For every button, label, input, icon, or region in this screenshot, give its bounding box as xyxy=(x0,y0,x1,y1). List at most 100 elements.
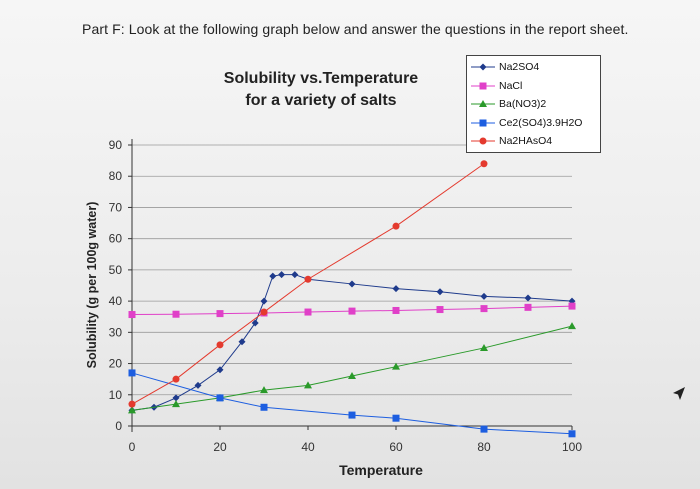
data-point xyxy=(348,307,356,315)
y-tick-label: 50 xyxy=(109,263,123,277)
data-point xyxy=(128,311,136,319)
y-tick-label: 70 xyxy=(109,200,123,214)
data-point xyxy=(480,343,488,351)
data-point xyxy=(480,292,488,300)
legend-item: Na2SO4 xyxy=(471,59,539,75)
series-0 xyxy=(128,271,576,414)
data-point xyxy=(436,306,444,314)
x-tick-label: 20 xyxy=(213,440,227,454)
data-point xyxy=(479,82,487,89)
chart-title: Solubility vs.Temperature for a variety … xyxy=(196,68,446,112)
chart-legend: Na2SO4 NaCl Ba(NO3)2 Ce2(SO4)3.9H2O Na2HAsO4 xyxy=(466,55,601,153)
data-point xyxy=(269,272,277,280)
axes xyxy=(131,139,572,432)
y-axis-label: Solubility (g per 100g water) xyxy=(85,202,99,369)
data-point xyxy=(304,381,312,389)
data-point xyxy=(568,302,576,310)
series-group xyxy=(128,160,576,438)
instruction-heading: Part F: Look at the following graph belo… xyxy=(82,21,629,37)
series-2 xyxy=(128,322,576,414)
legend-item: NaCl xyxy=(471,78,522,94)
chart-title-line2: for a variety of salts xyxy=(245,92,397,109)
y-tick-label: 20 xyxy=(109,357,123,371)
data-point xyxy=(479,100,487,107)
legend-swatch xyxy=(471,63,495,71)
data-point xyxy=(260,386,268,394)
data-point xyxy=(216,394,224,402)
data-point xyxy=(304,308,312,316)
data-point xyxy=(128,369,136,377)
data-point xyxy=(392,306,400,314)
series-4 xyxy=(128,160,488,408)
y-tick-label: 0 xyxy=(115,419,122,433)
data-point xyxy=(392,222,400,230)
series-1 xyxy=(128,302,576,319)
y-tick-label: 10 xyxy=(109,388,123,402)
y-tick-label: 40 xyxy=(109,294,123,308)
data-point xyxy=(436,288,444,296)
data-point xyxy=(479,63,487,71)
data-point xyxy=(278,271,286,279)
legend-label: NaCl xyxy=(499,79,523,92)
data-point xyxy=(480,305,488,313)
series-line xyxy=(131,163,485,405)
data-point xyxy=(128,406,136,414)
x-tick-label: 100 xyxy=(562,440,582,454)
data-point xyxy=(251,319,259,327)
data-point xyxy=(524,303,532,311)
data-point xyxy=(216,310,224,318)
x-tick-label: 40 xyxy=(301,440,315,454)
legend-label: Ce2(SO4)3.9H2O xyxy=(499,116,583,129)
data-point xyxy=(291,271,299,279)
legend-item: Na2HAsO4 xyxy=(471,133,552,149)
data-point xyxy=(172,400,180,408)
tick-labels: 0 10 20 30 40 50 60 70 80 90 0 20 40 60 80 100 xyxy=(109,138,583,454)
data-point xyxy=(172,394,180,402)
legend-label: Na2SO4 xyxy=(499,61,540,73)
data-point xyxy=(172,310,180,318)
series-line xyxy=(131,274,573,411)
legend-label: Ba(NO3)2 xyxy=(499,98,547,110)
data-point xyxy=(479,119,487,126)
legend-swatch xyxy=(471,137,495,145)
data-point xyxy=(216,341,224,349)
data-point xyxy=(260,308,268,316)
x-axis-label: Temperature xyxy=(339,462,423,478)
data-point xyxy=(194,381,202,389)
data-point xyxy=(568,322,576,330)
data-point xyxy=(392,414,400,422)
legend-swatch xyxy=(471,119,495,126)
legend-swatch xyxy=(471,100,495,107)
data-point xyxy=(480,160,488,168)
legend-label: Na2HAsO4 xyxy=(499,135,553,147)
data-point xyxy=(216,366,224,374)
data-point xyxy=(238,338,246,346)
mouse-cursor-icon xyxy=(673,387,685,400)
legend-item: Ce2(SO4)3.9H2O xyxy=(471,115,582,131)
chart-title-line1: Solubility vs.Temperature xyxy=(223,70,419,87)
data-point xyxy=(348,372,356,380)
y-tick-label: 90 xyxy=(109,138,123,152)
y-tick-label: 30 xyxy=(109,325,123,339)
y-tick-label: 60 xyxy=(109,232,123,246)
data-point xyxy=(392,285,400,293)
legend-item: Ba(NO3)2 xyxy=(471,96,546,112)
data-point xyxy=(479,137,487,145)
series-line xyxy=(131,325,573,411)
data-point xyxy=(392,362,400,370)
data-point xyxy=(348,411,356,419)
x-tick-label: 80 xyxy=(477,440,491,454)
x-tick-label: 60 xyxy=(389,440,403,454)
data-point xyxy=(480,425,488,433)
data-point xyxy=(260,297,268,305)
data-point xyxy=(260,403,268,411)
series-3 xyxy=(128,369,576,438)
data-point xyxy=(568,430,576,438)
legend-swatch xyxy=(471,82,495,89)
data-point xyxy=(348,280,356,288)
y-tick-label: 80 xyxy=(109,169,123,183)
data-point xyxy=(128,400,136,408)
data-point xyxy=(304,275,312,283)
